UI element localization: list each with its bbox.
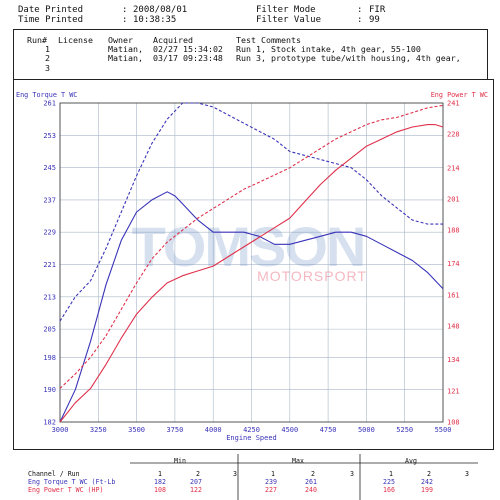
chart-frame [13,79,494,450]
stat-channel-header: Channel / Run [28,470,80,478]
stat-value: 225 [383,478,395,486]
y-left-tick-label: 245 [43,164,56,172]
stat-col: 2 [311,470,315,478]
date-printed-value: 2008/08/01 [133,5,188,15]
y-right-tick-label: 241 [447,100,460,108]
x-tick-label: 3000 [52,426,69,434]
run-number: 3 [45,63,50,73]
col-test-comments: Test Comments [236,35,301,45]
stat-col: 1 [389,470,393,478]
stat-value: 207 [190,478,202,486]
series-line-torque2 [59,102,443,322]
x-tick-label: 5000 [358,426,375,434]
stat-value: 122 [190,486,202,494]
y-left-tick-label: 198 [43,354,56,362]
x-tick-label: 3500 [128,426,145,434]
stat-group-max: Max [292,457,304,465]
series-line-power1 [59,124,444,423]
stat-col: 3 [233,470,237,478]
y-left-tick-label: 221 [43,261,56,269]
stat-value: 166 [383,486,395,494]
stat-col: 1 [158,470,162,478]
y-left-tick-label: 261 [43,100,56,108]
stat-col: 3 [350,470,354,478]
axes: 3000 3250 3500 3750 4000 4250 4500 4750 5000 5250… [16,91,488,442]
y-right-tick-label: 214 [447,164,460,172]
y-right-tick-label: 201 [447,195,460,203]
date-printed-label: Date Printed [18,5,84,15]
stat-value: 227 [265,486,277,494]
x-tick-label: 4500 [281,426,298,434]
x-tick-label: 4250 [243,426,260,434]
col-acquired: Acquired [153,35,193,45]
y-right-tick-label: 134 [447,356,460,364]
col-run: Run# [27,35,47,45]
time-printed-value: 10:38:35 [133,15,177,25]
watermark-logo: TOMSON [132,215,365,278]
y-right-tick-label: 121 [447,387,460,395]
run-owner: Matian, [108,53,143,63]
y-right-tick-label: 108 [447,419,460,427]
stat-group-avg: Avg [405,457,417,465]
stat-col: 3 [465,470,469,478]
x-tick-label: 4000 [205,426,222,434]
y-right-axis-label: Eng Power T WC [431,91,488,99]
y-left-tick-label: 182 [43,419,56,427]
y-right-tick-label: 188 [447,227,460,235]
y-right-tick-label: 228 [447,131,460,139]
x-tick-label: 3750 [166,426,183,434]
stat-col: 2 [196,470,200,478]
filter-value-label: Filter Value [256,15,322,25]
stat-col: 2 [427,470,431,478]
stat-value: 199 [421,486,433,494]
watermark-subtitle: MOTORSPORT [257,268,367,284]
y-left-axis-label: Eng Torque T WC [16,91,77,99]
series [59,102,444,423]
y-left-tick-label: 190 [43,386,56,394]
y-right-tick-label: 161 [447,291,460,299]
stat-value: 239 [265,478,277,486]
watermark: TOMSON MOTORSPORT [132,215,367,284]
stat-row-label: Eng Torque T WC (Ft-Lb [28,478,116,486]
filter-mode-label: Filter Mode [256,5,316,15]
y-right-tick-label: 174 [447,260,460,268]
stat-value: 240 [305,486,317,494]
run-number: 2 [45,53,50,63]
run-acquired: 03/17 09:23:48 [153,53,223,63]
y-left-tick-label: 253 [43,132,56,140]
x-axis-label: Engine Speed [226,434,277,442]
run-comment: Run 3, prototype tube/with housing, 4th … [236,53,461,63]
stats-lines [130,454,478,500]
col-license: License [58,35,93,45]
x-tick-label: 5250 [396,426,413,434]
series-line-torque1 [59,191,444,423]
time-printed-label: Time Printed [18,15,84,25]
x-tick-label: 5500 [435,426,452,434]
stat-col: 1 [271,470,275,478]
y-left-tick-label: 237 [43,196,56,204]
x-tick-label: 4750 [320,426,337,434]
x-tick-label: 3250 [90,426,107,434]
y-left-tick-label: 213 [43,293,56,301]
y-left-tick-label: 229 [43,229,56,237]
run-acquired: 02/27 15:34:02 [153,44,223,54]
run-comment: Run 1, Stock intake, 4th gear, 55-100 [236,44,421,54]
run-number: 1 [45,44,50,54]
filter-value-value: 99 [369,15,380,25]
y-right-tick-label: 148 [447,323,460,331]
plot-area [59,102,444,423]
y-left-tick-label: 205 [43,326,56,334]
stat-value: 182 [154,478,166,486]
stat-group-min: Min [174,457,186,465]
stat-value: 261 [305,478,317,486]
stat-row-label: Eng Power T WC (HP) [28,486,104,494]
filter-mode-value: FIR [369,5,386,15]
stat-value: 108 [154,486,166,494]
col-owner: Owner [108,35,133,45]
run-owner: Matian, [108,44,143,54]
series-line-power2 [59,104,444,389]
stat-value: 242 [421,478,433,486]
runs-frame [13,29,488,80]
